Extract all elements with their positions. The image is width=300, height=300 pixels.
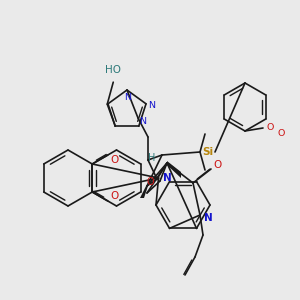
Text: O: O <box>111 155 119 165</box>
Text: Si: Si <box>202 147 214 157</box>
Polygon shape <box>140 186 148 198</box>
Text: N: N <box>148 101 155 110</box>
Text: O: O <box>111 191 119 201</box>
Text: N: N <box>204 213 212 223</box>
Text: O: O <box>277 128 285 137</box>
Text: O: O <box>146 177 154 187</box>
Text: N: N <box>139 117 146 126</box>
Text: N: N <box>124 94 131 103</box>
Text: H: H <box>148 153 156 163</box>
Text: N: N <box>163 173 172 183</box>
Text: O: O <box>266 124 274 133</box>
Polygon shape <box>167 161 181 178</box>
Text: HO: HO <box>105 65 121 75</box>
Text: O: O <box>214 160 222 170</box>
